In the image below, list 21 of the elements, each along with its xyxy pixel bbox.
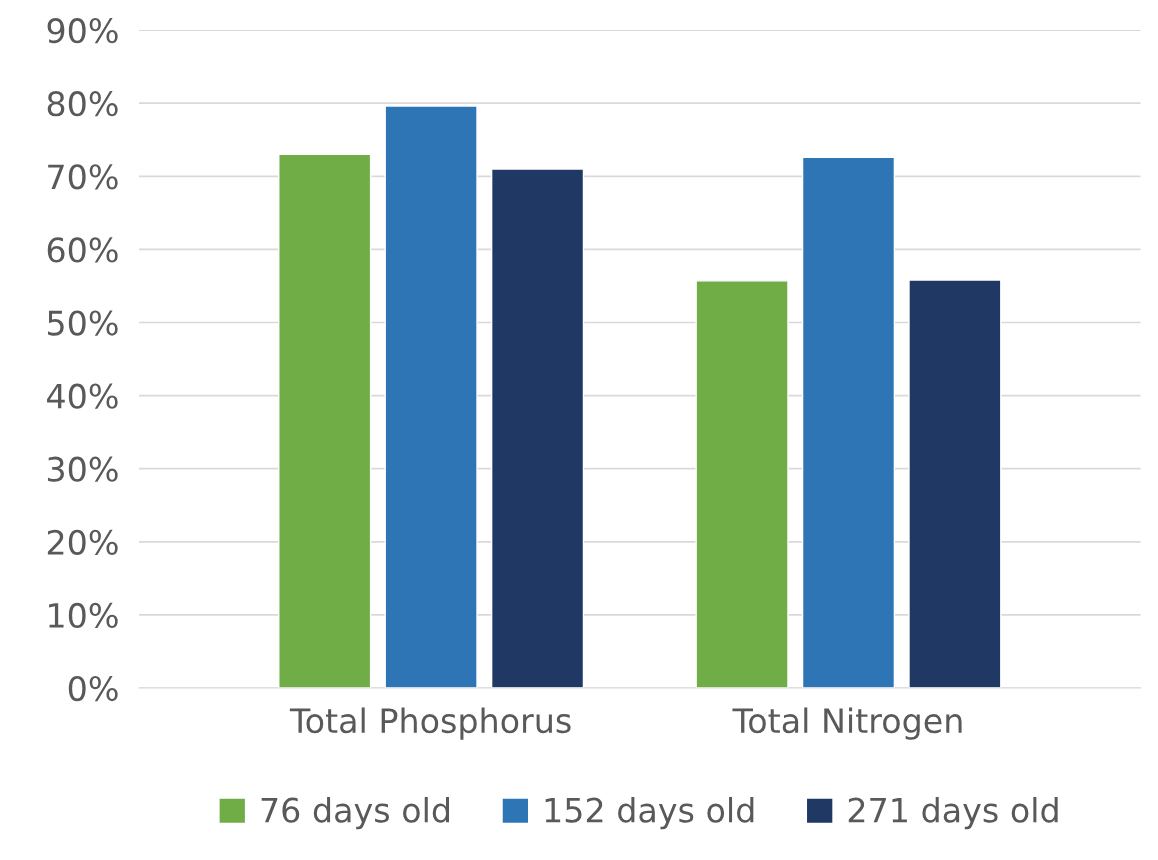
y-tick-label: 70% — [48, 164, 118, 190]
bar — [908, 279, 1002, 688]
legend-label: 76 days old — [261, 796, 449, 830]
y-tick-label: 60% — [47, 237, 118, 263]
y-tick-label: 30% — [47, 456, 118, 482]
y-tick-label: 20% — [47, 529, 118, 555]
y-tick-label: 80% — [47, 91, 118, 117]
y-tick-label: 10% — [49, 602, 118, 629]
bar — [695, 280, 789, 688]
bar — [801, 156, 896, 688]
bar — [490, 168, 585, 688]
x-tick-label: Total Phosphorus — [289, 707, 571, 740]
y-tick-label: 90% — [47, 18, 118, 44]
bar — [384, 105, 478, 688]
x-tick-label: Total Nitrogen — [732, 707, 962, 740]
y-tick-label: 0% — [68, 675, 118, 702]
bar — [278, 153, 372, 688]
legend-label: 271 days old — [848, 796, 1058, 830]
legend-label: 152 days old — [545, 796, 754, 830]
y-tick-label: 40% — [47, 383, 118, 409]
y-tick-label: 50% — [48, 310, 118, 336]
